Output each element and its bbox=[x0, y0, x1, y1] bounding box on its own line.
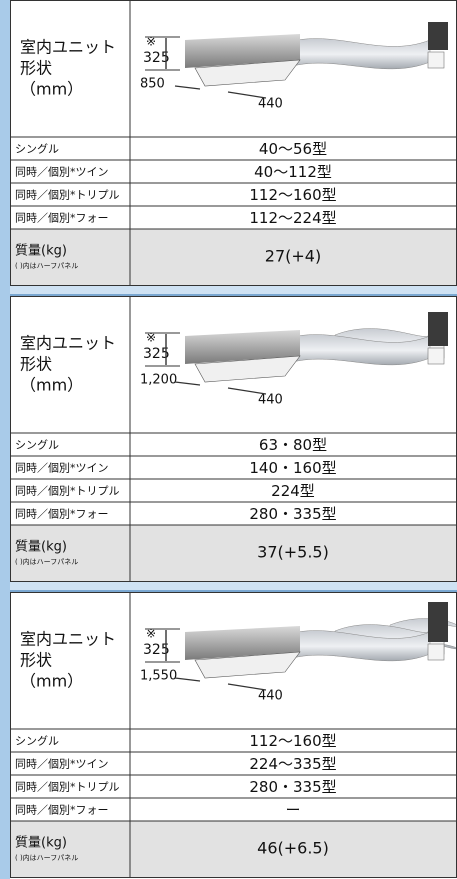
row-value: 112〜160型 bbox=[249, 732, 336, 750]
unit-panel bbox=[194, 355, 301, 383]
row-value: 112〜160型 bbox=[249, 186, 336, 204]
grille bbox=[427, 51, 445, 69]
dim-depth: 440 bbox=[258, 689, 283, 704]
unit-panel bbox=[194, 59, 301, 87]
dim-width: 1,200 bbox=[140, 373, 177, 388]
header-label: 室内ユニット bbox=[20, 334, 116, 353]
header-label: （mm） bbox=[20, 376, 83, 395]
duct-end bbox=[428, 318, 448, 346]
side-strip bbox=[0, 0, 10, 879]
unit-panel bbox=[194, 651, 301, 679]
row-label: 同時／個別*フォー bbox=[15, 804, 109, 817]
header-label: 形状 bbox=[20, 355, 52, 374]
mass-value: 37(+5.5) bbox=[257, 543, 329, 562]
header-label: 室内ユニット bbox=[20, 630, 116, 649]
row-label: 同時／個別*ツイン bbox=[15, 166, 109, 179]
dim-width: 850 bbox=[140, 77, 165, 92]
mass-value: 27(+4) bbox=[265, 247, 321, 266]
row-label: 同時／個別*トリプル bbox=[15, 189, 120, 202]
row-label: シングル bbox=[15, 142, 59, 156]
row-label: 同時／個別*トリプル bbox=[15, 485, 120, 498]
rule bbox=[174, 381, 201, 386]
mass-note: ( )内はハーフパネル bbox=[15, 853, 78, 862]
dim-height: 325 bbox=[143, 346, 170, 362]
mass-note: ( )内はハーフパネル bbox=[15, 261, 78, 270]
header-label: 形状 bbox=[20, 651, 52, 670]
row-value: 280・335型 bbox=[249, 778, 336, 796]
row-value: ー bbox=[285, 801, 300, 819]
row-value: 224〜335型 bbox=[249, 755, 336, 773]
row-label: 同時／個別*ツイン bbox=[15, 462, 109, 475]
row-label: シングル bbox=[15, 734, 59, 748]
header-label: （mm） bbox=[20, 80, 83, 99]
row-label: シングル bbox=[15, 438, 59, 452]
mass-label: 質量(kg) bbox=[15, 540, 67, 555]
row-label: 同時／個別*ツイン bbox=[15, 758, 109, 771]
dim-note: ※ bbox=[146, 331, 156, 345]
rule bbox=[227, 387, 267, 395]
unit-body bbox=[185, 34, 300, 68]
rule bbox=[174, 677, 201, 682]
row-value: 280・335型 bbox=[249, 505, 336, 523]
rule bbox=[227, 683, 267, 691]
duct-end bbox=[428, 614, 448, 642]
row-label: 同時／個別*フォー bbox=[15, 212, 109, 225]
dim-depth: 440 bbox=[258, 97, 283, 112]
mass-note: ( )内はハーフパネル bbox=[15, 557, 78, 566]
dim-height: 325 bbox=[143, 50, 170, 66]
row-label: 同時／個別*フォー bbox=[15, 508, 109, 521]
row-value: 112〜224型 bbox=[249, 209, 336, 227]
dim-width: 1,550 bbox=[140, 669, 177, 684]
header-label: 室内ユニット bbox=[20, 38, 116, 57]
header-label: 形状 bbox=[20, 59, 52, 78]
mass-bg bbox=[10, 525, 457, 582]
dim-depth: 440 bbox=[258, 393, 283, 408]
header-label: （mm） bbox=[20, 672, 83, 691]
block-gap bbox=[10, 286, 457, 296]
row-label: 同時／個別*トリプル bbox=[15, 781, 120, 794]
row-value: 40〜112型 bbox=[254, 163, 332, 181]
mass-label: 質量(kg) bbox=[15, 836, 67, 851]
dim-height: 325 bbox=[143, 642, 170, 658]
mass-bg bbox=[10, 229, 457, 286]
row-value: 224型 bbox=[271, 482, 315, 500]
rule bbox=[174, 85, 201, 90]
rule bbox=[227, 91, 267, 99]
mass-label: 質量(kg) bbox=[15, 244, 67, 259]
duct-end bbox=[428, 22, 448, 50]
mass-value: 46(+6.5) bbox=[257, 839, 329, 858]
mass-bg bbox=[10, 821, 457, 878]
unit-body bbox=[185, 626, 300, 660]
dim-note: ※ bbox=[146, 35, 156, 49]
row-value: 40〜56型 bbox=[259, 140, 327, 158]
unit-body bbox=[185, 330, 300, 364]
row-value: 63・80型 bbox=[259, 436, 327, 454]
grille bbox=[427, 643, 445, 661]
row-value: 140・160型 bbox=[249, 459, 336, 477]
block-gap bbox=[10, 582, 457, 592]
dim-note: ※ bbox=[146, 627, 156, 641]
grille bbox=[427, 347, 445, 365]
